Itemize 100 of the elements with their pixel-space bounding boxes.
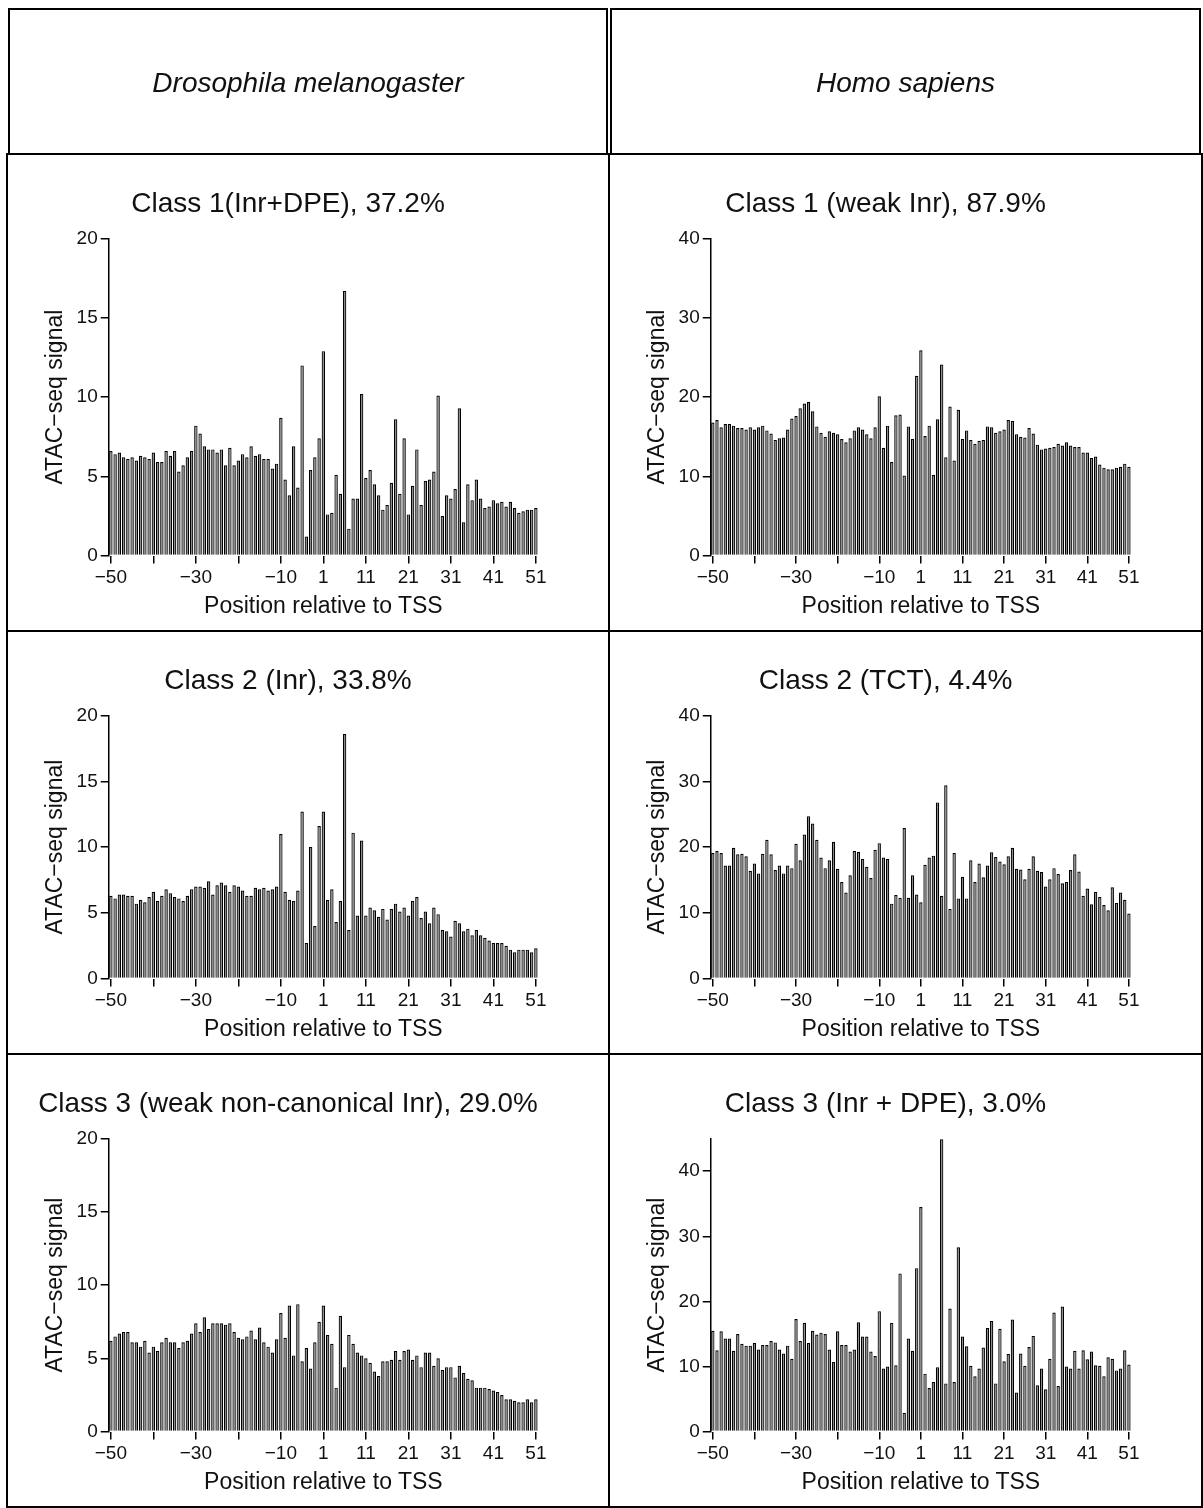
y-axis-title: ATAC−seq signal	[643, 309, 670, 485]
x-tick-label: −30	[779, 989, 813, 1011]
x-tick-label: 51	[1118, 989, 1140, 1011]
x-tick-label: −10	[264, 989, 297, 1011]
x-tick-label: 51	[525, 989, 547, 1011]
y-tick-label: 0	[87, 543, 98, 565]
y-tick-label: 0	[689, 966, 700, 988]
y-tick-label: 10	[76, 835, 98, 857]
y-tick-label: 40	[678, 703, 700, 725]
y-axis-title: ATAC−seq signal	[643, 759, 670, 935]
y-tick-label: 0	[689, 1419, 700, 1441]
y-tick-label: 5	[87, 1346, 98, 1368]
y-tick-label: 10	[678, 1354, 700, 1376]
x-tick-label: 1	[318, 566, 329, 588]
x-tick-label: 11	[356, 989, 376, 1011]
x-tick-label: −10	[264, 1442, 297, 1464]
x-tick-label: −30	[779, 1442, 813, 1464]
x-axis-title: Position relative to TSS	[204, 1467, 443, 1494]
y-tick-label: 0	[689, 543, 700, 565]
y-axis-title: ATAC−seq signal	[41, 1197, 68, 1373]
chart-title: Class 1(Inr+DPE), 37.2%	[131, 186, 445, 218]
x-tick-label: −50	[696, 989, 729, 1011]
x-tick-label: −50	[94, 566, 127, 588]
x-axis-title: Position relative to TSS	[801, 1467, 1041, 1494]
x-tick-label: 21	[397, 989, 419, 1011]
x-tick-label: −50	[696, 566, 729, 588]
x-tick-label: 41	[1076, 989, 1098, 1011]
y-tick-label: 30	[678, 769, 700, 791]
x-tick-label: 31	[440, 566, 462, 588]
x-tick-label: 41	[482, 1442, 504, 1464]
y-tick-label: 15	[76, 1200, 98, 1222]
x-tick-label: 11	[952, 1442, 973, 1464]
x-tick-label: 21	[993, 566, 1015, 588]
x-tick-label: 41	[482, 566, 504, 588]
x-tick-label: 41	[1076, 1442, 1098, 1464]
text: Drosophila melanogaster	[8, 8, 608, 155]
x-tick-label: −10	[264, 566, 297, 588]
x-tick-label: 1	[915, 989, 927, 1011]
chart-title: Class 3 (Inr + DPE), 3.0%	[724, 1086, 1047, 1118]
x-tick-label: 11	[356, 1442, 376, 1464]
x-tick-label: 11	[356, 566, 376, 588]
x-tick-label: 41	[1076, 566, 1098, 588]
y-axis-title: ATAC−seq signal	[643, 1197, 670, 1373]
x-tick-label: 11	[952, 566, 973, 588]
x-tick-label: −50	[94, 1442, 127, 1464]
x-tick-label: 21	[397, 566, 419, 588]
x-tick-label: 21	[993, 989, 1015, 1011]
x-tick-label: 1	[318, 989, 329, 1011]
x-tick-label: 31	[1035, 566, 1057, 588]
y-tick-label: 10	[678, 901, 700, 923]
y-tick-label: 15	[76, 306, 98, 328]
y-tick-label: 30	[678, 1224, 700, 1246]
x-tick-label: 31	[1035, 1442, 1057, 1464]
x-tick-label: −10	[863, 1442, 896, 1464]
y-axis-title: ATAC−seq signal	[41, 309, 68, 485]
y-tick-label: 20	[76, 1126, 98, 1148]
x-tick-label: 21	[397, 1442, 419, 1464]
x-tick-label: 31	[440, 989, 462, 1011]
x-tick-label: 21	[993, 1442, 1015, 1464]
y-tick-label: 5	[87, 464, 98, 486]
y-tick-label: 0	[87, 966, 98, 988]
x-tick-label: −10	[863, 989, 896, 1011]
x-axis-title: Position relative to TSS	[801, 591, 1041, 618]
y-tick-label: 40	[678, 1159, 700, 1181]
y-tick-label: 20	[678, 385, 700, 407]
x-tick-label: 51	[1118, 566, 1140, 588]
x-tick-label: 1	[318, 1442, 329, 1464]
y-axis-title: ATAC−seq signal	[41, 759, 68, 935]
y-tick-label: 10	[76, 385, 98, 407]
chart-title: Class 3 (weak non-canonical Inr), 29.0%	[38, 1086, 538, 1118]
y-tick-label: 10	[76, 1273, 98, 1295]
x-tick-label: −50	[696, 1442, 729, 1464]
y-tick-label: 15	[76, 769, 98, 791]
x-tick-label: −30	[179, 566, 212, 588]
x-tick-label: −10	[863, 566, 896, 588]
x-tick-label: 1	[915, 566, 927, 588]
x-tick-label: −30	[779, 566, 813, 588]
y-tick-label: 40	[678, 226, 700, 248]
chart-title: Class 1 (weak Inr), 87.9%	[725, 186, 1046, 218]
y-tick-label: 20	[678, 835, 700, 857]
y-tick-label: 10	[678, 464, 700, 486]
y-tick-label: 5	[87, 901, 98, 923]
y-tick-label: 20	[76, 703, 98, 725]
x-tick-label: 51	[1118, 1442, 1140, 1464]
x-tick-label: −30	[179, 989, 212, 1011]
x-tick-label: 51	[525, 566, 547, 588]
x-tick-label: 11	[952, 989, 973, 1011]
x-axis-title: Position relative to TSS	[204, 591, 443, 618]
chart-title: Class 2 (TCT), 4.4%	[758, 663, 1013, 695]
x-tick-label: 51	[525, 1442, 547, 1464]
y-tick-label: 20	[76, 226, 98, 248]
y-tick-label: 20	[678, 1289, 700, 1311]
x-tick-label: 31	[440, 1442, 462, 1464]
x-tick-label: −30	[179, 1442, 212, 1464]
x-axis-title: Position relative to TSS	[801, 1014, 1041, 1041]
text: Homo sapiens	[610, 8, 1201, 155]
x-tick-label: 1	[915, 1442, 927, 1464]
x-tick-label: 41	[482, 989, 504, 1011]
y-tick-label: 0	[87, 1419, 98, 1441]
x-axis-title: Position relative to TSS	[204, 1014, 443, 1041]
